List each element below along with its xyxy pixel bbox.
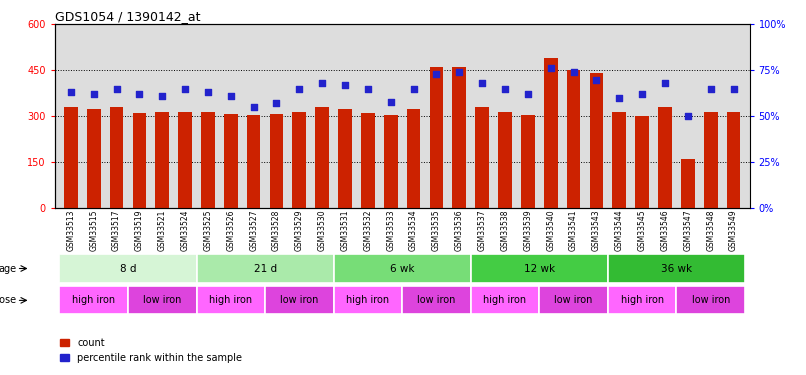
- Point: [476, 80, 488, 86]
- Point: [316, 80, 329, 86]
- Text: low iron: low iron: [280, 296, 318, 305]
- Bar: [128, 286, 197, 314]
- Bar: [60, 286, 128, 314]
- Point: [499, 86, 512, 92]
- Text: low iron: low iron: [692, 296, 730, 305]
- Text: high iron: high iron: [210, 296, 252, 305]
- Point: [156, 93, 168, 99]
- Text: high iron: high iron: [72, 296, 115, 305]
- Bar: [608, 286, 676, 314]
- Bar: [676, 286, 745, 314]
- Point: [567, 69, 580, 75]
- Bar: [265, 286, 334, 314]
- Bar: [471, 286, 539, 314]
- Bar: [60, 255, 197, 282]
- Legend: count, percentile rank within the sample: count, percentile rank within the sample: [60, 338, 242, 363]
- Bar: [407, 109, 421, 208]
- Text: 12 wk: 12 wk: [524, 264, 555, 273]
- Point: [521, 91, 534, 97]
- Bar: [539, 286, 608, 314]
- Point: [636, 91, 649, 97]
- Text: 8 d: 8 d: [120, 264, 136, 273]
- Bar: [544, 58, 558, 208]
- Point: [659, 80, 671, 86]
- Bar: [659, 107, 672, 208]
- Point: [727, 86, 740, 92]
- Bar: [64, 107, 77, 208]
- Bar: [270, 114, 284, 208]
- Point: [704, 86, 717, 92]
- Text: GDS1054 / 1390142_at: GDS1054 / 1390142_at: [55, 10, 201, 23]
- Bar: [132, 113, 146, 208]
- Point: [293, 86, 305, 92]
- Bar: [156, 112, 169, 208]
- Text: dose: dose: [0, 296, 17, 305]
- Point: [430, 71, 443, 77]
- Text: low iron: low iron: [418, 296, 455, 305]
- Point: [613, 95, 625, 101]
- Bar: [334, 286, 402, 314]
- Bar: [727, 112, 741, 208]
- Point: [110, 86, 123, 92]
- Text: age: age: [0, 264, 17, 273]
- Point: [202, 89, 214, 95]
- Bar: [247, 115, 260, 208]
- Bar: [613, 112, 626, 208]
- Bar: [471, 255, 608, 282]
- Bar: [384, 115, 397, 208]
- Text: low iron: low iron: [143, 296, 181, 305]
- Point: [247, 104, 260, 110]
- Point: [544, 66, 557, 72]
- Bar: [521, 115, 534, 208]
- Bar: [430, 67, 443, 208]
- Point: [384, 99, 397, 105]
- Bar: [315, 107, 329, 208]
- Point: [681, 113, 694, 119]
- Bar: [178, 112, 192, 208]
- Point: [179, 86, 192, 92]
- Bar: [197, 286, 265, 314]
- Bar: [110, 107, 123, 208]
- Bar: [476, 107, 489, 208]
- Bar: [608, 255, 745, 282]
- Text: 6 wk: 6 wk: [390, 264, 414, 273]
- Point: [361, 86, 374, 92]
- Bar: [567, 70, 580, 208]
- Text: low iron: low iron: [555, 296, 592, 305]
- Bar: [635, 116, 649, 208]
- Point: [64, 89, 77, 95]
- Bar: [590, 74, 604, 208]
- Bar: [197, 255, 334, 282]
- Point: [407, 86, 420, 92]
- Text: high iron: high iron: [484, 296, 526, 305]
- Bar: [201, 112, 214, 208]
- Point: [224, 93, 237, 99]
- Bar: [498, 112, 512, 208]
- Point: [133, 91, 146, 97]
- Bar: [334, 255, 471, 282]
- Bar: [293, 112, 306, 208]
- Bar: [361, 113, 375, 208]
- Point: [270, 100, 283, 106]
- Text: high iron: high iron: [621, 296, 663, 305]
- Point: [590, 76, 603, 82]
- Bar: [681, 159, 695, 208]
- Bar: [224, 114, 238, 208]
- Text: high iron: high iron: [347, 296, 389, 305]
- Point: [87, 91, 100, 97]
- Bar: [402, 286, 471, 314]
- Point: [339, 82, 351, 88]
- Bar: [339, 109, 352, 208]
- Point: [453, 69, 466, 75]
- Bar: [87, 109, 101, 208]
- Text: 36 wk: 36 wk: [661, 264, 692, 273]
- Bar: [452, 67, 466, 208]
- Text: 21 d: 21 d: [254, 264, 276, 273]
- Bar: [704, 112, 717, 208]
